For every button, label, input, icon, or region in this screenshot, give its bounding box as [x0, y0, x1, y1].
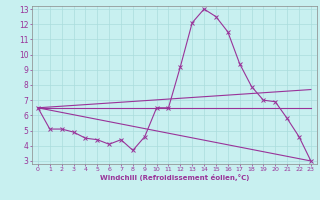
X-axis label: Windchill (Refroidissement éolien,°C): Windchill (Refroidissement éolien,°C): [100, 174, 249, 181]
